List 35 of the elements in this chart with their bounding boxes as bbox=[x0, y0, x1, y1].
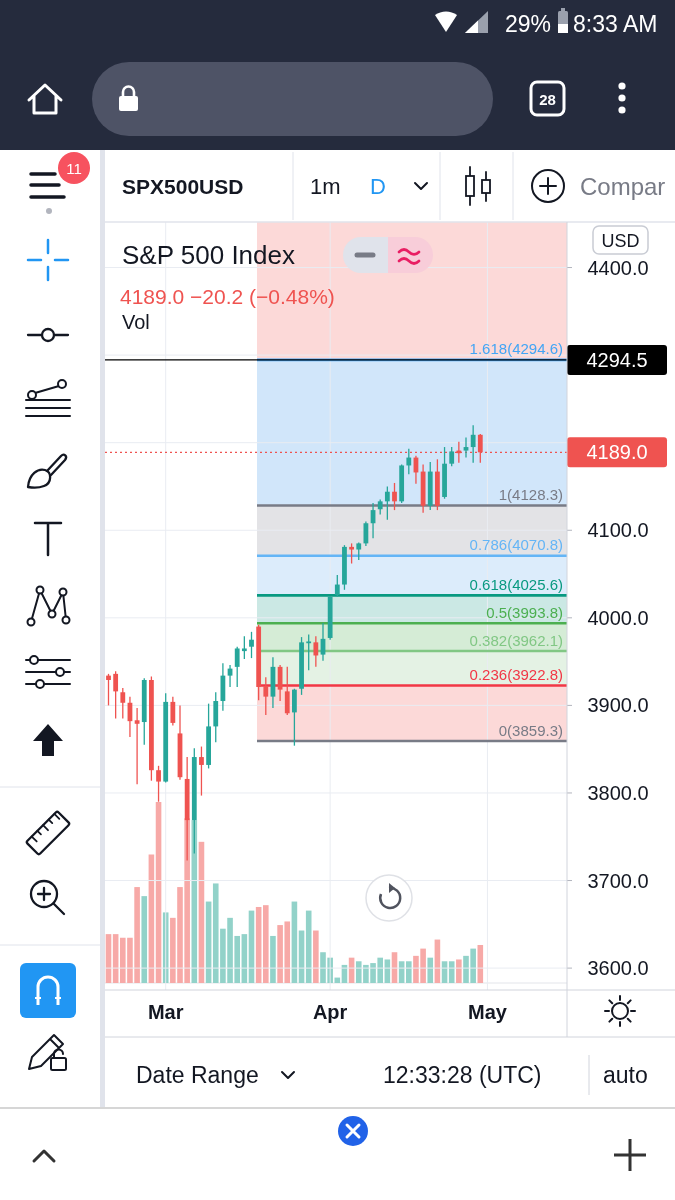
text: 8:33 AM bbox=[573, 11, 658, 37]
text: 12:33:28 (UTC) bbox=[383, 1062, 542, 1088]
y-tick-label: 3800.0 bbox=[587, 781, 649, 804]
ref-line-label: 1(4128.3) bbox=[498, 485, 563, 503]
ref-line-label: 0(3859.3) bbox=[498, 721, 563, 739]
text: SPX500USD bbox=[122, 174, 244, 198]
text: Date Range bbox=[136, 1062, 259, 1088]
y-axis-title: USD bbox=[601, 230, 640, 251]
ref-line-label: 4294.5 bbox=[586, 348, 648, 371]
x-tick-label: May bbox=[468, 1001, 508, 1023]
ref-line-label: 0.5(3993.8) bbox=[486, 603, 563, 621]
y-tick-label: 4400.0 bbox=[587, 256, 649, 279]
ref-line-label: 1.618(4294.6) bbox=[469, 340, 563, 358]
ref-line-label: 0.236(3922.8) bbox=[469, 665, 563, 683]
y-tick-label: 3700.0 bbox=[587, 869, 649, 892]
y-tick-label: 4100.0 bbox=[587, 519, 649, 542]
text: Compar bbox=[580, 172, 666, 200]
ref-line-label: 0.786(4070.8) bbox=[469, 536, 563, 554]
y-tick-label: 4000.0 bbox=[587, 606, 649, 629]
x-tick-label: Mar bbox=[147, 1001, 184, 1023]
x-tick-label: Apr bbox=[312, 1001, 348, 1023]
text: 11 bbox=[66, 159, 82, 177]
y-tick-label: 3600.0 bbox=[587, 957, 649, 980]
text: auto bbox=[603, 1062, 648, 1088]
text: 1m bbox=[310, 173, 341, 199]
text: 28 bbox=[539, 90, 556, 108]
text: D bbox=[370, 173, 386, 199]
y-tick-label: 3900.0 bbox=[587, 694, 649, 717]
text: 4189.0 −20.2 (−0.48%) bbox=[120, 284, 335, 308]
ref-line-label: 0.382(3962.1) bbox=[469, 631, 563, 649]
chart-title: Vol bbox=[122, 311, 150, 333]
ref-line-label: 4189.0 bbox=[586, 441, 648, 464]
text: 29% bbox=[505, 11, 552, 37]
ref-line-label: 0.618(4025.6) bbox=[469, 575, 563, 593]
text: S&P 500 Index bbox=[122, 240, 295, 270]
